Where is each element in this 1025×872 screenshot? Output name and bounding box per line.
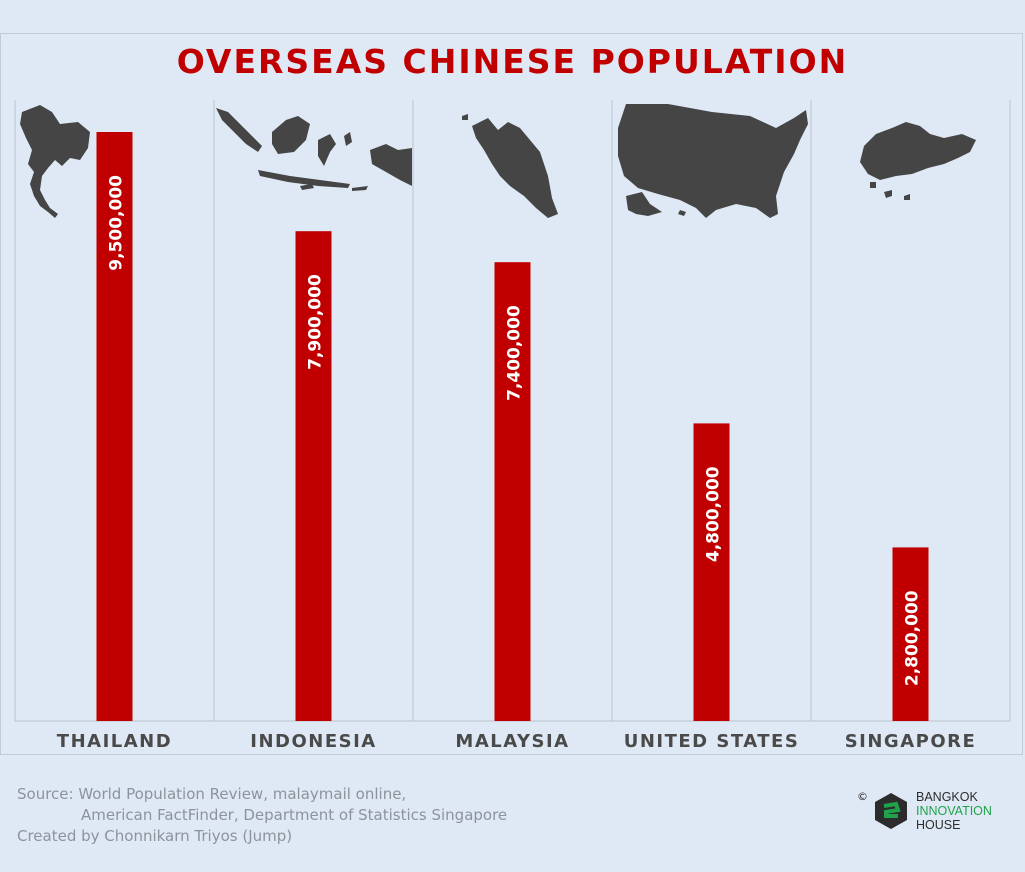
chart-frame xyxy=(0,33,1023,755)
singapore-map-icon xyxy=(860,122,976,200)
source-line-2: American FactFinder, Department of Stati… xyxy=(81,806,508,824)
data-label: 2,800,000 xyxy=(903,590,923,686)
logo-line-3: HOUSE xyxy=(916,818,961,832)
united-states-map-icon xyxy=(618,104,808,218)
logo-line-2: INNOVATION xyxy=(916,804,992,818)
bar-thailand xyxy=(96,132,133,721)
source-line-1: Source: World Population Review, malayma… xyxy=(17,785,407,803)
chart-title: OVERSEAS CHINESE POPULATION xyxy=(176,42,849,81)
data-label: 4,800,000 xyxy=(704,466,724,562)
category-label: THAILAND xyxy=(57,731,172,752)
credit-line: Created by Chonnikarn Triyos (Jump) xyxy=(17,827,293,845)
bar-singapore xyxy=(892,547,929,721)
category-label: INDONESIA xyxy=(250,731,376,752)
data-label: 7,400,000 xyxy=(505,305,525,401)
bar-malaysia xyxy=(494,262,531,721)
category-label: UNITED STATES xyxy=(624,731,800,752)
indonesia-map-icon xyxy=(216,108,412,191)
thailand-map-icon xyxy=(20,105,90,218)
logo-line-1: BANGKOK xyxy=(916,790,978,804)
data-label: 9,500,000 xyxy=(107,175,127,271)
category-label: MALAYSIA xyxy=(455,731,569,752)
bar-indonesia xyxy=(295,231,332,721)
bar-united-states xyxy=(693,423,730,721)
copyright-symbol: © xyxy=(857,790,868,803)
malaysia-map-icon xyxy=(462,114,558,218)
category-label: SINGAPORE xyxy=(845,731,977,752)
bangkok-innovation-house-logo-icon xyxy=(875,793,907,829)
data-label: 7,900,000 xyxy=(306,274,326,370)
